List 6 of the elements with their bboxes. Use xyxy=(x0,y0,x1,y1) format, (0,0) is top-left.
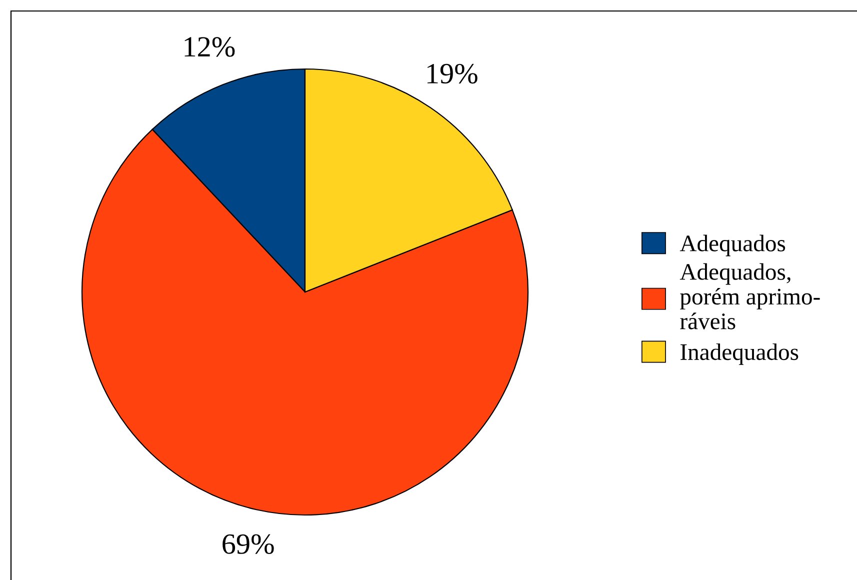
data-label: 69% xyxy=(222,534,274,554)
data-label: 19% xyxy=(427,64,478,84)
legend-label: Inadequados xyxy=(680,343,798,365)
legend-label: Adequados, porém aprimo- ráveis xyxy=(680,263,820,330)
data-label: 12% xyxy=(184,37,235,57)
legend-label: Adequados xyxy=(680,234,786,256)
